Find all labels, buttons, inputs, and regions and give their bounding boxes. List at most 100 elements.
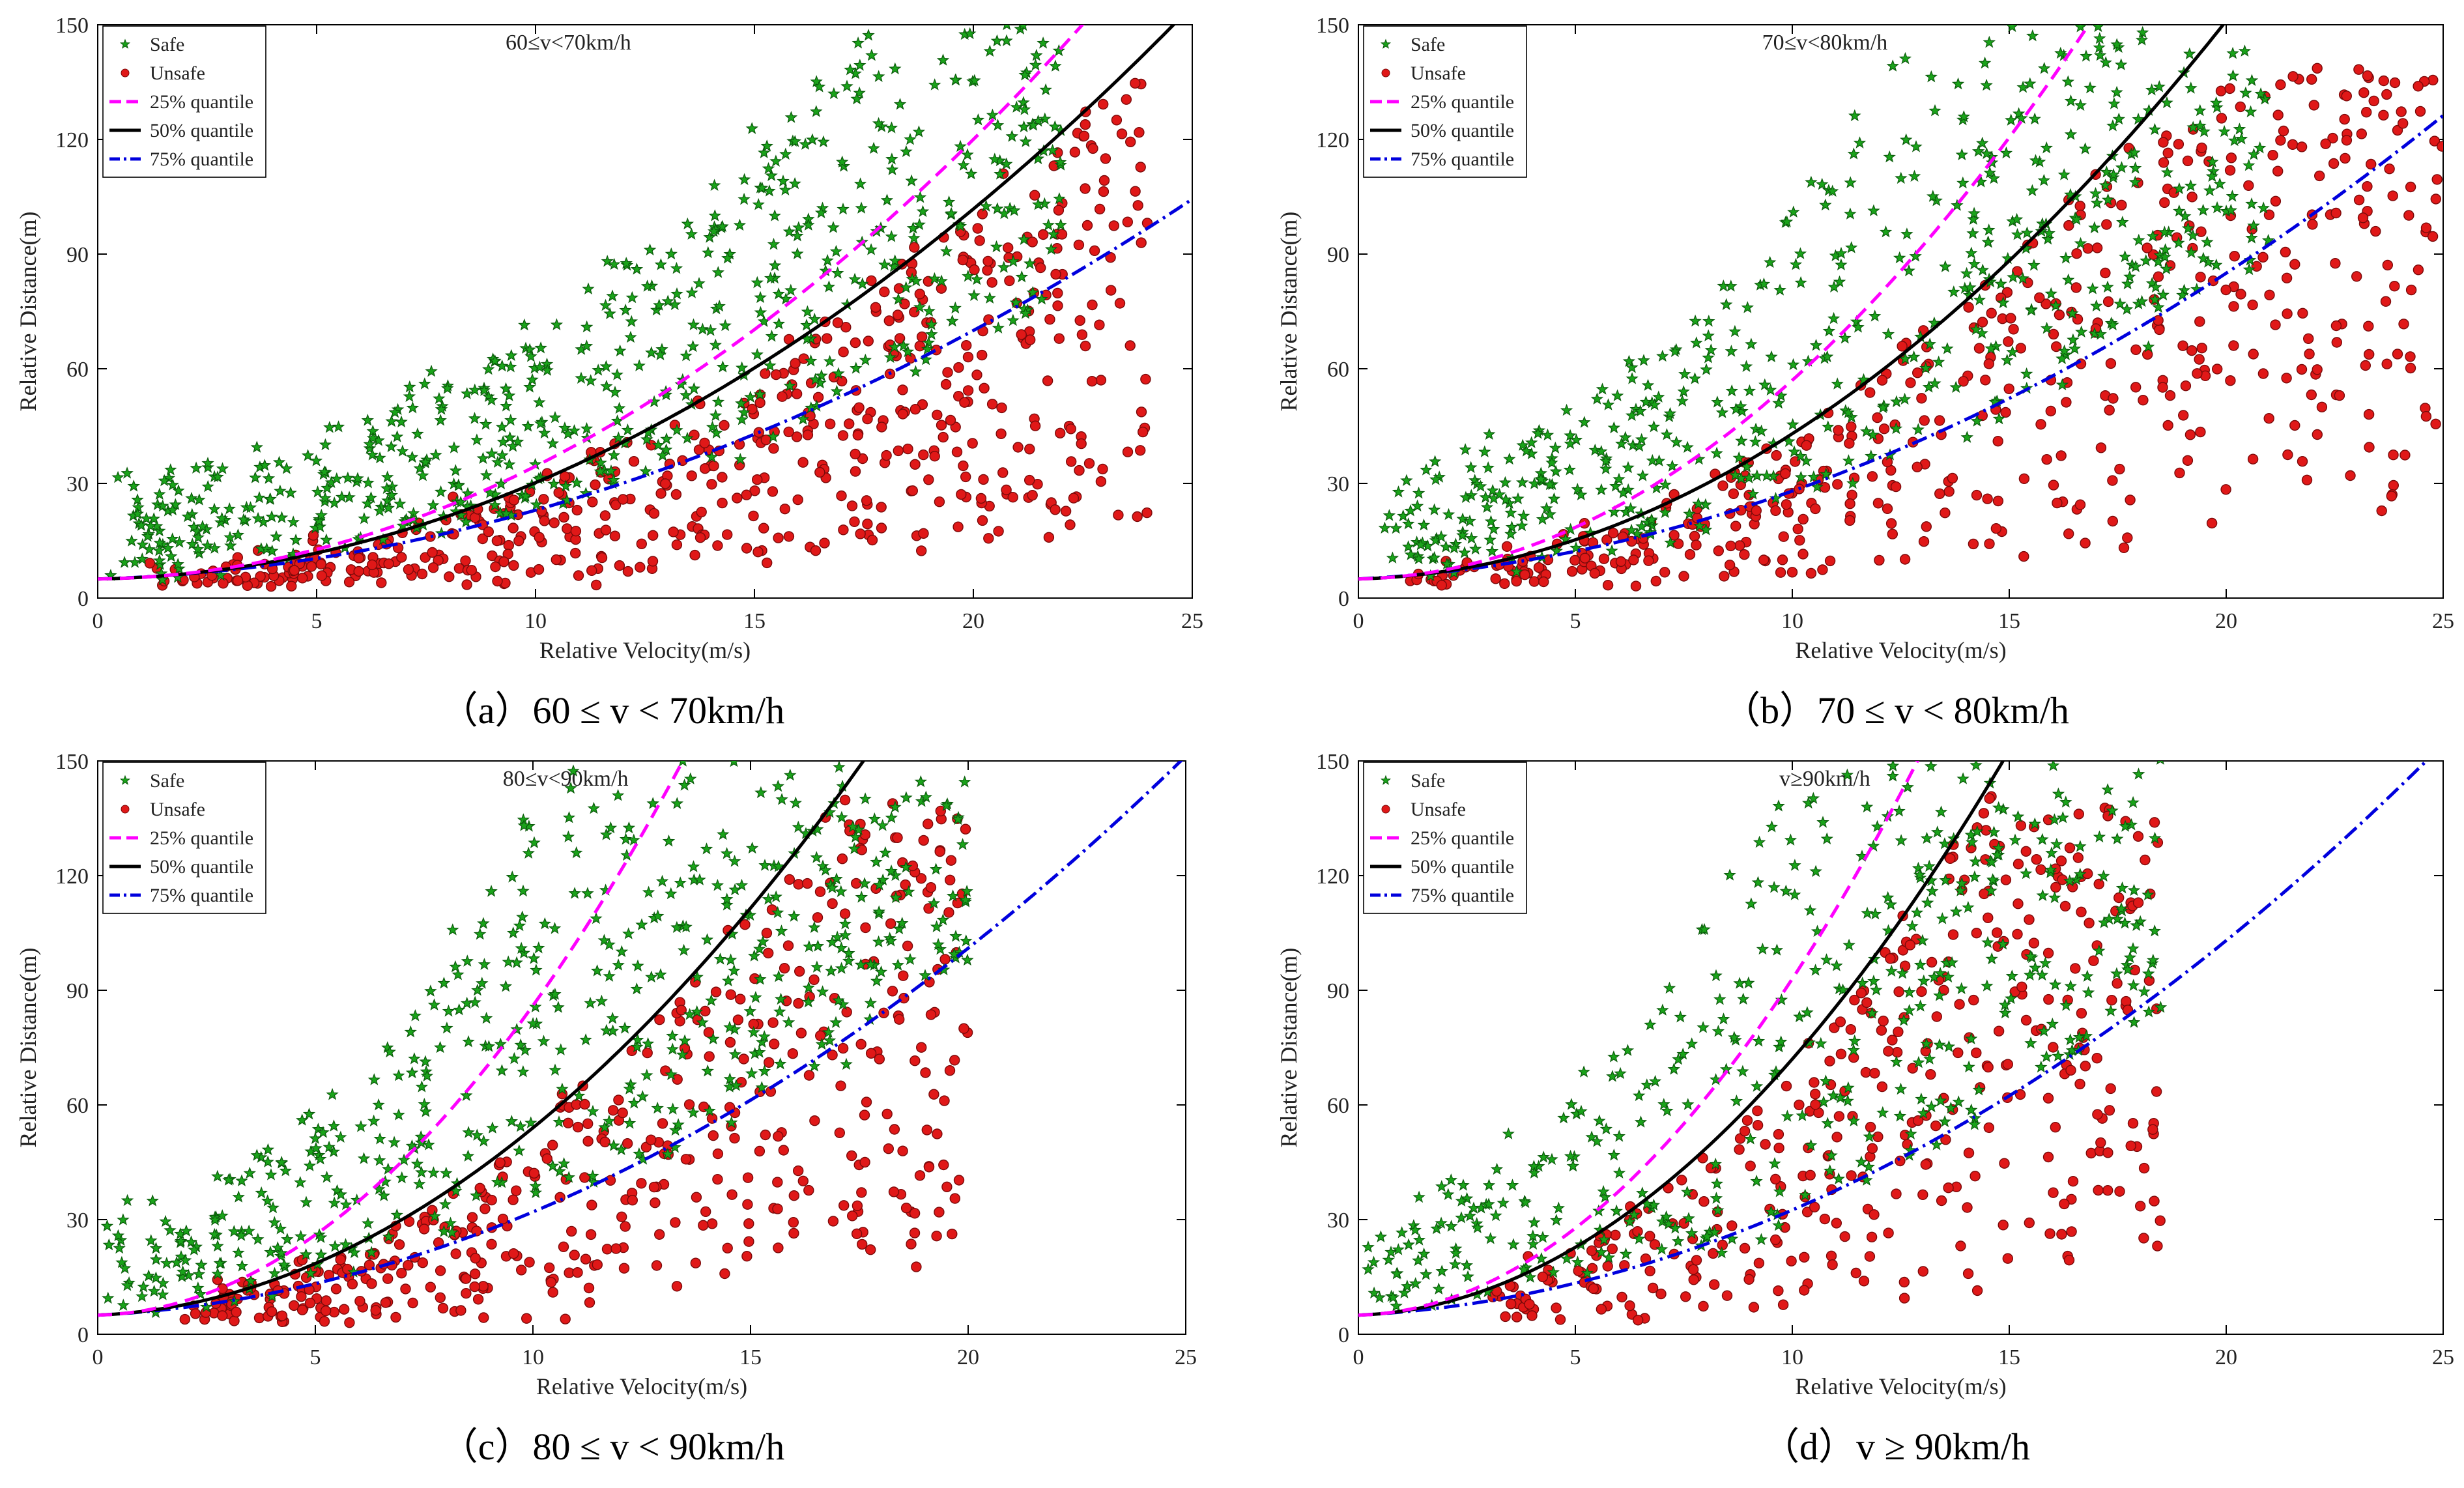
- safe-point: [127, 479, 140, 492]
- unsafe-point: [1724, 560, 1736, 571]
- safe-point: [1996, 296, 2010, 309]
- safe-point: [513, 919, 526, 932]
- safe-point: [880, 193, 894, 206]
- safe-point: [1412, 1253, 1425, 1266]
- unsafe-point: [940, 379, 952, 390]
- unsafe-point: [2125, 494, 2136, 506]
- safe-point: [1464, 461, 1478, 474]
- unsafe-point: [1860, 1066, 1872, 1078]
- safe-point: [2115, 881, 2129, 894]
- unsafe-point: [2052, 497, 2063, 509]
- unsafe-point: [587, 496, 598, 508]
- safe-point: [573, 1089, 586, 1102]
- safe-point: [419, 1105, 433, 1117]
- unsafe-point: [700, 1005, 711, 1017]
- safe-point: [415, 1166, 428, 1178]
- unsafe-point: [321, 1295, 332, 1306]
- unsafe-point: [296, 1291, 307, 1302]
- unsafe-point: [1912, 461, 1923, 472]
- safe-point: [1412, 1233, 1426, 1246]
- safe-point: [2101, 193, 2115, 206]
- unsafe-point: [344, 1317, 355, 1328]
- unsafe-point: [616, 1211, 627, 1223]
- safe-point: [550, 318, 564, 330]
- unsafe-point: [2153, 315, 2164, 326]
- safe-point: [991, 119, 1005, 131]
- safe-point: [2218, 124, 2231, 137]
- safe-point: [169, 498, 182, 510]
- safe-point: [383, 1045, 396, 1058]
- unsafe-point: [2121, 995, 2132, 1007]
- unsafe-point: [289, 565, 300, 576]
- safe-point: [1981, 936, 1994, 949]
- unsafe-point: [2414, 106, 2426, 117]
- unsafe-point: [1125, 340, 1136, 351]
- safe-point: [250, 1149, 264, 1161]
- unsafe-point: [1108, 220, 1120, 231]
- safe-point: [461, 387, 474, 399]
- safe-point: [1737, 992, 1750, 1005]
- safe-point: [494, 506, 507, 519]
- safe-point: [348, 1246, 361, 1259]
- safe-point: [852, 36, 865, 49]
- unsafe-point: [1050, 504, 1061, 515]
- unsafe-point: [788, 1216, 799, 1228]
- safe-point: [388, 1136, 401, 1148]
- unsafe-point: [2211, 364, 2223, 375]
- safe-point: [716, 360, 730, 373]
- unsafe-point: [1708, 1248, 1719, 1259]
- safe-point: [327, 1119, 341, 1132]
- unsafe-point: [2092, 1109, 2103, 1120]
- safe-point: [1955, 877, 1968, 889]
- safe-point: [499, 382, 513, 395]
- safe-point: [705, 450, 719, 463]
- unsafe-point: [920, 1067, 931, 1078]
- safe-point: [562, 427, 575, 440]
- safe-point: [444, 1216, 457, 1229]
- safe-point: [1822, 324, 1836, 337]
- q75-curve: [98, 197, 1192, 581]
- unsafe-point: [1089, 245, 1100, 256]
- legend-q25-label: 25% quantile: [150, 827, 253, 849]
- safe-point: [2226, 69, 2240, 81]
- safe-point: [1881, 891, 1895, 904]
- safe-point: [232, 1246, 245, 1259]
- unsafe-point: [2005, 313, 2016, 324]
- unsafe-point: [2431, 174, 2443, 185]
- unsafe-point: [614, 560, 625, 571]
- unsafe-point: [1065, 456, 1077, 467]
- unsafe-point: [700, 1206, 711, 1218]
- unsafe-point: [2368, 95, 2379, 107]
- safe-point: [646, 797, 659, 809]
- safe-point: [1842, 1081, 1855, 1094]
- safe-point: [922, 336, 936, 349]
- safe-point: [2127, 795, 2140, 808]
- unsafe-point: [1080, 183, 1091, 194]
- safe-point: [900, 145, 913, 158]
- safe-point: [326, 1087, 339, 1100]
- safe-point: [1960, 431, 1974, 443]
- unsafe-point: [2287, 71, 2299, 82]
- unsafe-point: [814, 466, 825, 478]
- safe-point: [142, 1269, 155, 1281]
- safe-point: [1702, 314, 1715, 327]
- unsafe-point: [1819, 1213, 1831, 1225]
- unsafe-point: [947, 1228, 958, 1240]
- safe-point: [2148, 924, 2161, 937]
- unsafe-point: [837, 1042, 849, 1054]
- safe-point: [844, 63, 857, 76]
- safe-point: [1619, 1247, 1633, 1260]
- unsafe-point: [1669, 530, 1680, 541]
- unsafe-point: [2082, 243, 2094, 254]
- safe-point: [2101, 280, 2114, 293]
- unsafe-point: [849, 516, 860, 527]
- unsafe-point: [2129, 964, 2141, 976]
- unsafe-point: [944, 1065, 956, 1076]
- unsafe-point: [758, 522, 769, 534]
- safe-point: [265, 1289, 279, 1302]
- safe-point: [1796, 1109, 1809, 1121]
- safe-point: [842, 954, 855, 967]
- safe-point: [665, 1068, 678, 1080]
- safe-point: [1983, 166, 1996, 179]
